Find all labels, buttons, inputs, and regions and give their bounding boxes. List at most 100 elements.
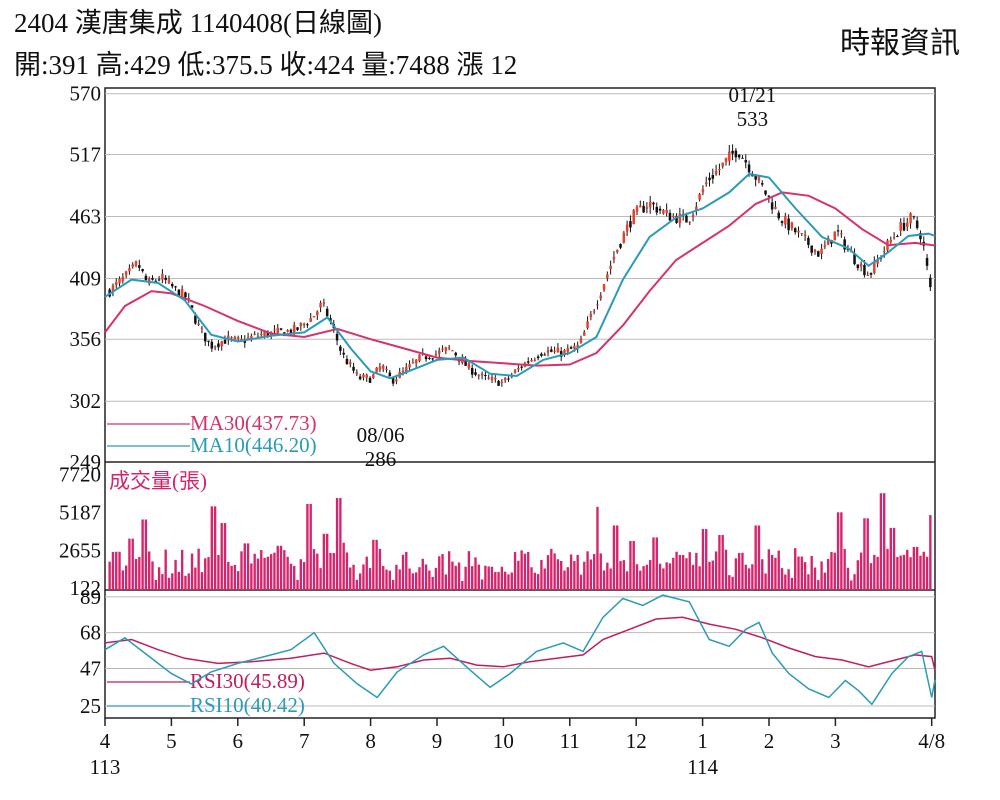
candle-body [213, 346, 217, 348]
volume-bar [836, 512, 840, 590]
candle-body [672, 215, 675, 217]
candle-body [197, 323, 200, 325]
month-tick-label: 3 [830, 729, 841, 753]
candle-body [289, 329, 293, 334]
volume-bar [919, 555, 922, 590]
volume-bar [794, 548, 797, 590]
volume-bar [230, 565, 233, 590]
candle-body [826, 237, 830, 245]
volume-bar [161, 574, 164, 590]
candle-body [754, 175, 757, 180]
candle-body [184, 292, 187, 298]
candle-body [744, 160, 748, 163]
volume-bar [273, 552, 276, 590]
candle-body [530, 359, 533, 362]
volume-bar [246, 543, 250, 590]
volume-bar [563, 570, 566, 590]
volume-bar [912, 546, 916, 590]
candle-body [325, 308, 329, 317]
candle-body [474, 372, 477, 375]
candle-body [273, 329, 276, 331]
candle-body [286, 330, 289, 332]
candle-body [322, 302, 326, 304]
volume-bar [543, 568, 546, 590]
volume-bar [708, 561, 711, 590]
candle-body [121, 276, 125, 281]
price-tick-label: 517 [70, 143, 102, 167]
volume-bar [751, 564, 754, 590]
candle-body [685, 215, 688, 223]
volume-bar [391, 580, 395, 590]
volume-bar [616, 525, 619, 590]
volume-bar [800, 556, 803, 590]
volume-bar [180, 549, 184, 590]
price-tick-label: 356 [70, 327, 102, 351]
candle-body [906, 222, 909, 227]
candle-body [207, 340, 210, 342]
candle-body [490, 376, 494, 381]
volume-bar [728, 575, 731, 590]
volume-bar [672, 557, 675, 590]
volume-bar [480, 579, 484, 590]
candle-body [517, 367, 520, 370]
volume-bar [286, 556, 289, 590]
volume-bar [675, 551, 678, 590]
candle-body [414, 359, 418, 364]
volume-bar [523, 553, 527, 590]
candle-body [629, 221, 632, 228]
candle-body [592, 311, 596, 313]
volume-bar [256, 558, 260, 590]
volume-bar [352, 564, 355, 590]
candle-body [144, 275, 148, 281]
volume-bar [154, 579, 157, 590]
volume-bar [464, 566, 467, 590]
volume-bar [573, 561, 576, 590]
volume-bar [705, 529, 708, 590]
volume-bar [414, 572, 418, 590]
volume-bar [625, 571, 629, 590]
candle-body [602, 284, 606, 290]
volume-bar [658, 563, 662, 590]
volume-bar [444, 574, 448, 590]
candle-body [540, 353, 543, 356]
candle-body [761, 183, 764, 185]
volume-bar [764, 573, 767, 590]
price-tick-label: 409 [70, 266, 102, 290]
volume-bar [487, 566, 490, 590]
volume-bar [546, 555, 550, 590]
volume-bar [889, 527, 892, 590]
volume-bar [606, 562, 609, 590]
volume-bar [227, 561, 230, 590]
volume-bar [757, 525, 761, 590]
candle-body [161, 273, 164, 280]
volume-bar [550, 548, 553, 590]
volume-bar [378, 548, 382, 590]
candle-body [698, 194, 701, 200]
candle-body [312, 316, 316, 318]
volume-bar [797, 556, 800, 590]
candle-body [853, 254, 856, 265]
candle-body [454, 352, 457, 356]
candle-body [599, 295, 603, 299]
volume-bar [807, 574, 810, 590]
candle-body [236, 337, 240, 339]
candle-body [704, 182, 708, 185]
candle-body [372, 374, 375, 379]
volume-bar [240, 551, 243, 590]
candle-body [194, 315, 197, 324]
candle-body [279, 328, 283, 330]
candle-body [138, 265, 141, 268]
candle-body [833, 231, 837, 241]
month-tick-label: 8 [365, 729, 376, 753]
volume-bar [517, 560, 520, 590]
candle-body [639, 205, 642, 208]
candle-body [797, 230, 800, 233]
volume-bar [770, 554, 774, 590]
candle-body [668, 212, 672, 221]
price-tick-label: 463 [70, 204, 102, 228]
month-tick-label: 5 [166, 729, 177, 753]
candle-body [128, 268, 131, 272]
candle-body [622, 232, 626, 243]
volume-bar [388, 570, 391, 590]
candle-body [302, 323, 306, 326]
